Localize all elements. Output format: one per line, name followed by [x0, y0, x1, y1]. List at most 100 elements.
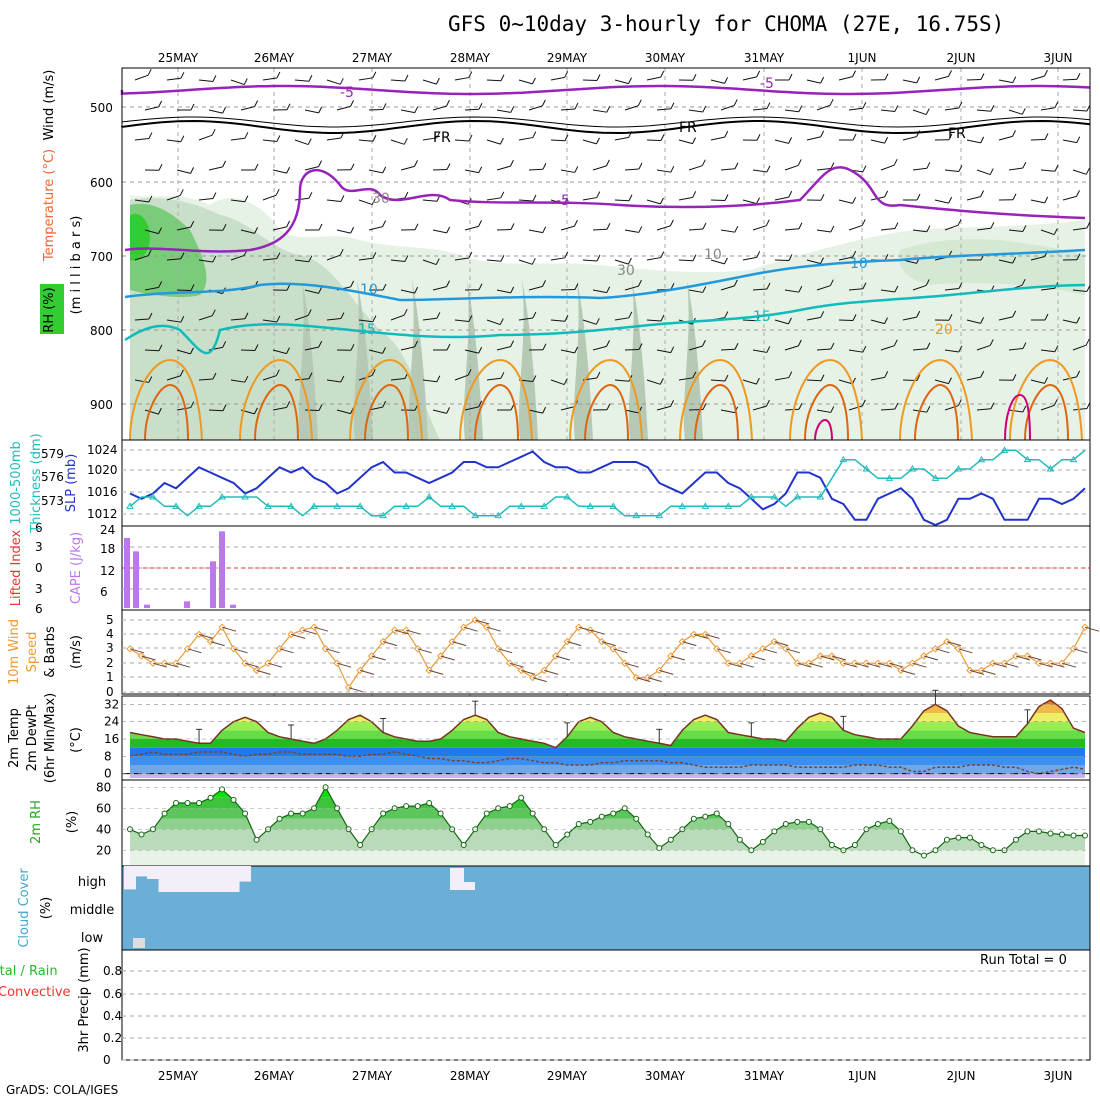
- wind-barb: [1076, 190, 1080, 197]
- wind-barb: [326, 79, 341, 85]
- wind-barb: [889, 662, 904, 668]
- wind-barb: [414, 160, 418, 167]
- wind-barb: [166, 375, 181, 381]
- wind-barb: [1053, 399, 1058, 406]
- wind-barb: [1022, 342, 1027, 349]
- wind-barb: [614, 199, 630, 202]
- thickness-marker: [172, 502, 180, 509]
- wind-barb: [222, 341, 227, 348]
- cloud-high-cell: [193, 866, 206, 892]
- wind-barb: [240, 106, 255, 111]
- wind-barb: [436, 312, 441, 319]
- wind-barb: [660, 197, 664, 205]
- wind-barb: [716, 648, 731, 654]
- wind-barb: [158, 344, 163, 351]
- wind-barb: [510, 159, 514, 167]
- rh-marker: [955, 834, 962, 841]
- cape-bar: [184, 601, 190, 608]
- wind-barb: [628, 194, 633, 201]
- li-axis-label: Lifted Index: [9, 529, 24, 606]
- rh-marker: [966, 834, 973, 841]
- date-label-bottom: 28MAY: [450, 1069, 491, 1083]
- wind-barb: [981, 669, 996, 675]
- wind-barb: [852, 314, 857, 321]
- rh2m-axis-label: 2m RH: [29, 800, 44, 844]
- wind-barb: [1076, 73, 1081, 80]
- wind-barb: [724, 257, 728, 265]
- wind-barb: [148, 195, 153, 203]
- cape-tick-label: 24: [100, 523, 115, 537]
- wind-barb: [1062, 78, 1078, 81]
- wind-barb: [222, 224, 227, 231]
- wind-barb: [400, 165, 415, 171]
- wind-barb: [976, 344, 991, 351]
- wind-barb: [624, 285, 639, 291]
- wind-barb: [180, 252, 185, 260]
- wind-barb: [404, 191, 409, 199]
- wind-barb: [1012, 374, 1017, 381]
- wind-barb: [244, 132, 249, 139]
- wind-barb: [510, 340, 515, 347]
- wind-barb: [798, 403, 803, 410]
- wind-barb: [304, 346, 319, 351]
- wind-barb: [765, 219, 770, 226]
- cloud-high-cell: [239, 866, 252, 882]
- wind-barb: [806, 259, 821, 265]
- thickness-marker: [310, 502, 318, 509]
- wind-barb: [613, 648, 628, 654]
- precip-tick-label: 0: [103, 1053, 111, 1067]
- wind-barb: [134, 379, 149, 383]
- rh-marker: [690, 815, 697, 822]
- wind-barb: [464, 169, 479, 174]
- wind-barb: [452, 641, 467, 647]
- contour-label: FR: [948, 126, 966, 142]
- wind-barb: [478, 400, 483, 408]
- rh-marker: [897, 828, 904, 835]
- wind-barb: [267, 662, 283, 668]
- thickness-marker: [586, 502, 595, 509]
- wind-barb: [166, 319, 181, 323]
- wind-tick-label: 2: [106, 656, 114, 670]
- wind-barb: [797, 339, 802, 347]
- slp-tick-label: 1024: [87, 443, 118, 457]
- wind-barb: [542, 406, 547, 414]
- rh-marker: [483, 810, 490, 817]
- wind-barb: [646, 257, 661, 261]
- wind-barb: [164, 662, 179, 668]
- thickness-marker: [425, 493, 434, 500]
- thickness-marker: [241, 493, 249, 500]
- wind-barb: [742, 379, 757, 385]
- wind-barb: [980, 370, 985, 378]
- rh-shade-streak: [298, 280, 318, 440]
- wind-barb: [336, 229, 351, 234]
- wind-barb: [976, 227, 991, 231]
- wind-barb: [582, 259, 598, 262]
- wind-barb: [147, 68, 152, 76]
- wind-barb: [390, 79, 406, 82]
- wind-barb: [464, 225, 479, 231]
- wind-barb: [272, 169, 287, 174]
- wind-barb: [784, 109, 799, 113]
- wind-barb: [574, 283, 579, 290]
- wind-barb: [542, 226, 547, 233]
- wind-barb: [734, 225, 739, 233]
- wind-barb: [404, 74, 409, 82]
- wind-barb: [884, 190, 889, 198]
- rh-marker: [564, 831, 571, 838]
- rh-marker: [805, 818, 812, 825]
- rh-marker: [1024, 828, 1031, 835]
- wind-barb: [496, 346, 511, 351]
- wind-barb: [784, 345, 799, 351]
- wind-barb: [990, 402, 995, 410]
- rh-marker: [851, 842, 858, 848]
- wind-barb: [660, 134, 665, 141]
- rh-marker: [736, 836, 743, 843]
- wind-barb: [1012, 256, 1017, 264]
- cloud-level-label: middle: [70, 903, 114, 918]
- cloud-high-cell: [463, 882, 475, 890]
- wind-barb: [816, 409, 831, 413]
- wind-barb: [638, 279, 642, 287]
- contour-30: [1004, 393, 1031, 441]
- thickness-marker: [471, 511, 480, 519]
- wind-barb: [647, 677, 662, 683]
